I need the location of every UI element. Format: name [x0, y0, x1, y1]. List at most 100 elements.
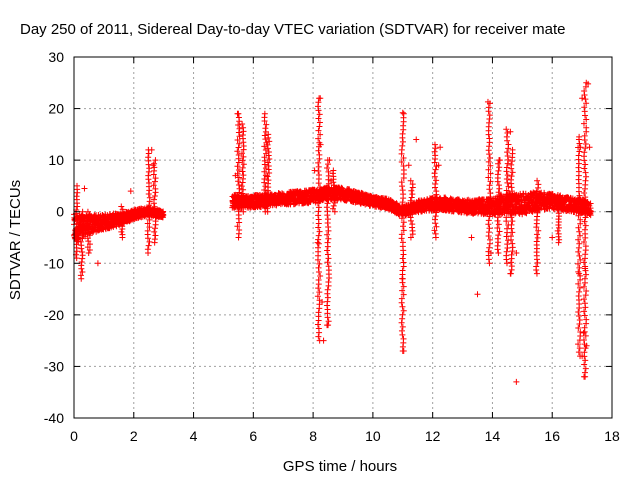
spike-point: [399, 239, 406, 246]
spike-point: [408, 187, 415, 194]
spike-point: [145, 154, 152, 161]
spike-point: [581, 324, 588, 331]
spike-point: [581, 210, 588, 217]
outlier-point: [399, 347, 406, 354]
spike-point: [78, 215, 85, 222]
spike-point: [236, 226, 243, 233]
spike-point: [581, 296, 588, 303]
spike-point: [583, 271, 590, 278]
spike-point: [315, 163, 322, 170]
outlier-point: [588, 208, 595, 215]
outlier-point: [582, 265, 589, 272]
spike-point: [265, 131, 272, 138]
x-tick-label: 6: [249, 428, 257, 444]
spike-point: [324, 231, 331, 238]
spike-point: [152, 232, 159, 239]
y-tick-label: -20: [44, 307, 64, 323]
spike-point: [150, 182, 157, 189]
spike-point: [576, 264, 583, 271]
spike-point: [485, 174, 492, 181]
spike-point: [234, 204, 241, 211]
spike-point: [508, 251, 515, 258]
x-tick-label: 8: [309, 428, 317, 444]
spike-point: [315, 192, 322, 199]
spike-point: [152, 225, 159, 232]
spike-point: [235, 121, 242, 128]
spike-point: [146, 216, 153, 223]
spike-point: [264, 159, 271, 166]
spike-point: [555, 224, 562, 231]
spike-point: [84, 208, 91, 215]
x-tick-label: 16: [544, 428, 560, 444]
spike-point: [555, 207, 562, 214]
spike-point: [325, 255, 332, 262]
y-tick-label: -30: [44, 358, 64, 374]
spike-point: [487, 178, 494, 185]
spike-point: [575, 236, 582, 243]
spike-point: [504, 179, 511, 186]
spike-point: [504, 172, 511, 179]
spike-point: [399, 142, 406, 149]
spike-point: [575, 164, 582, 171]
outlier-point: [507, 128, 514, 135]
spike-point: [431, 141, 438, 148]
spike-point: [576, 252, 583, 259]
spike-point: [496, 164, 503, 171]
spike-point: [266, 138, 273, 145]
spike-point: [325, 263, 332, 270]
spike-point: [398, 203, 405, 210]
outlier-point: [513, 249, 520, 256]
spike-point: [486, 225, 493, 232]
spike-point: [150, 207, 157, 214]
y-tick-label: 30: [48, 49, 64, 65]
spike-point: [262, 125, 269, 132]
spike-point: [144, 220, 151, 227]
spike-point: [315, 99, 322, 106]
spike-point: [398, 295, 405, 302]
outlier-point: [437, 144, 444, 151]
spike-point: [325, 278, 332, 285]
spike-point: [431, 148, 438, 155]
spike-point: [324, 208, 331, 215]
spike-point: [152, 157, 159, 164]
outlier-point: [316, 95, 323, 102]
spike-point: [508, 195, 515, 202]
spike-point: [407, 177, 414, 184]
spike-point: [432, 195, 439, 202]
spike-point: [119, 231, 126, 238]
spike-point: [487, 190, 494, 197]
spike-point: [236, 140, 243, 147]
spike-point: [314, 321, 321, 328]
x-tick-label: 14: [485, 428, 501, 444]
spike-point: [496, 192, 503, 199]
spike-point: [235, 196, 242, 203]
spike-point: [315, 232, 322, 239]
spike-point: [576, 345, 583, 352]
spike-point: [533, 231, 540, 238]
spike-point: [234, 136, 241, 143]
spike-point: [316, 188, 323, 195]
spike-point: [400, 110, 407, 117]
spike-point: [329, 205, 336, 212]
spike-point: [399, 255, 406, 262]
spike-point: [240, 172, 247, 179]
spike-point: [582, 202, 589, 209]
spike-point: [575, 212, 582, 219]
spike-point: [77, 272, 84, 279]
spike-point: [239, 121, 246, 128]
spike-point: [314, 293, 321, 300]
spike-point: [576, 140, 583, 147]
spike-point: [580, 259, 587, 266]
spike-point: [409, 211, 416, 218]
spike-point: [577, 256, 584, 263]
outlier-point: [81, 185, 88, 192]
spike-point: [554, 204, 561, 211]
spike-point: [485, 166, 492, 173]
spike-point: [582, 243, 589, 250]
spike-point: [146, 194, 153, 201]
spike-point: [432, 230, 439, 237]
spike-point: [151, 193, 158, 200]
plot-frame: [73, 56, 613, 419]
spike-point: [495, 160, 502, 167]
spike-point: [486, 143, 493, 150]
